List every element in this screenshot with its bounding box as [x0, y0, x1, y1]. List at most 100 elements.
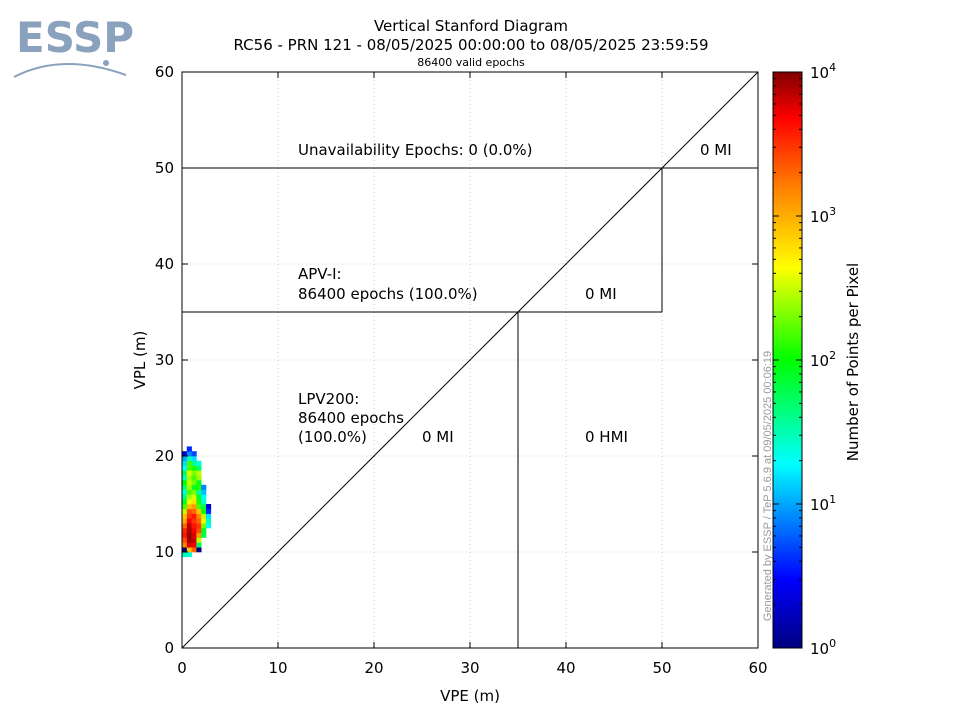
apv1-epochs: 86400 epochs (100.0%)	[298, 285, 478, 303]
heatmap-cell	[191, 547, 197, 553]
heatmap-cell	[196, 513, 202, 519]
heatmap-cell	[186, 460, 192, 466]
x-tick-label: 30	[460, 659, 479, 677]
colorbar-tick-label: 102	[810, 349, 836, 370]
lpv200-epochs: 86400 epochs	[298, 409, 404, 427]
heatmap-cell	[196, 508, 202, 514]
heatmap-cell	[186, 489, 192, 495]
chart-title: Vertical Stanford Diagram	[374, 17, 568, 35]
y-tick-label: 20	[155, 447, 174, 465]
heatmap-cell	[186, 465, 192, 471]
heatmap-cell	[186, 499, 192, 505]
y-tick-label: 60	[155, 63, 174, 81]
unavailability-label: Unavailability Epochs: 0 (0.0%)	[298, 141, 533, 159]
lpv200-percent: (100.0%)	[298, 428, 367, 446]
heatmap-cell	[206, 508, 212, 514]
x-tick-label: 0	[177, 659, 187, 677]
x-tick-label: 40	[556, 659, 575, 677]
heatmap-cell	[186, 528, 192, 534]
heatmap-cell	[191, 499, 197, 505]
heatmap-cell	[182, 504, 188, 510]
heatmap-cell	[206, 523, 212, 529]
chart-subtitle: RC56 - PRN 121 - 08/05/2025 00:00:00 to …	[234, 36, 709, 54]
apv1-label: APV-I:	[298, 265, 342, 283]
heatmap-cell	[191, 480, 197, 486]
heatmap-cell	[186, 532, 192, 538]
heatmap-cell	[201, 494, 207, 500]
heatmap-cell	[182, 523, 188, 529]
heatmap-cells	[182, 446, 212, 558]
heatmap-cell	[196, 484, 202, 490]
heatmap-cell	[191, 504, 197, 510]
heatmap-cell	[186, 475, 192, 481]
heatmap-cell	[186, 518, 192, 524]
heatmap-cell	[182, 499, 188, 505]
x-tick-label: 10	[268, 659, 287, 677]
heatmap-cell	[196, 465, 202, 471]
heatmap-cell	[196, 542, 202, 548]
heatmap-cell	[186, 446, 192, 452]
essp-logo-text: ESSP	[16, 13, 134, 62]
heatmap-cell	[201, 532, 207, 538]
heatmap-cell	[186, 542, 192, 548]
heatmap-cell	[191, 518, 197, 524]
y-axis-label: VPL (m)	[131, 331, 149, 390]
colorbar-tick-label: 100	[810, 637, 836, 658]
y-tick-label: 40	[155, 255, 174, 273]
heatmap-cell	[196, 528, 202, 534]
lpv200-mi: 0 MI	[422, 428, 454, 446]
heatmap-cell	[191, 451, 197, 457]
heatmap-cell	[182, 456, 188, 462]
heatmap-cell	[196, 499, 202, 505]
colorbar-ticks: 100 101 102 103 104	[773, 61, 836, 658]
heatmap-cell	[186, 552, 192, 558]
heatmap-cell	[191, 513, 197, 519]
heatmap-cell	[182, 475, 188, 481]
heatmap-cell	[191, 460, 197, 466]
heatmap-cell	[186, 456, 192, 462]
heatmap-cell	[191, 494, 197, 500]
axis-ticks: 0 10 20 30 40 50 60 0 10 20 30 40 50 60	[155, 63, 768, 677]
heatmap-cell	[201, 489, 207, 495]
heatmap-cell	[196, 532, 202, 538]
y-tick-label: 10	[155, 543, 174, 561]
valid-epochs-note: 86400 valid epochs	[417, 56, 525, 69]
heatmap-cell	[182, 465, 188, 471]
colorbar-tick-label: 104	[810, 61, 836, 82]
heatmap-cell	[186, 480, 192, 486]
heatmap-cell	[182, 470, 188, 476]
heatmap-cell	[191, 542, 197, 548]
heatmap-cell	[191, 537, 197, 543]
heatmap-cell	[182, 552, 188, 558]
heatmap-cell	[206, 518, 212, 524]
heatmap-cell	[201, 528, 207, 534]
heatmap-cell	[182, 451, 188, 457]
heatmap-cell	[201, 484, 207, 490]
logo-arc	[13, 63, 127, 78]
heatmap-cell	[191, 465, 197, 471]
heatmap-cell	[201, 513, 207, 519]
heatmap-cell	[201, 504, 207, 510]
heatmap-cell	[186, 470, 192, 476]
heatmap-cell	[182, 547, 188, 553]
unavailability-mi: 0 MI	[700, 141, 732, 159]
lpv200-label: LPV200:	[298, 390, 359, 408]
lpv200-hmi: 0 HMI	[585, 428, 628, 446]
heatmap-cell	[201, 523, 207, 529]
heatmap-cell	[186, 537, 192, 543]
heatmap-cell	[191, 475, 197, 481]
heatmap-cell	[191, 484, 197, 490]
heatmap-cell	[191, 528, 197, 534]
heatmap-cell	[196, 489, 202, 495]
heatmap-cell	[196, 475, 202, 481]
logo-dot	[103, 60, 109, 66]
integrity-regions	[181, 71, 759, 649]
heatmap-cell	[186, 513, 192, 519]
heatmap-cell	[182, 518, 188, 524]
heatmap-cell	[201, 499, 207, 505]
heatmap-cell	[196, 470, 202, 476]
essp-logo: ESSP	[13, 13, 134, 78]
heatmap-cell	[196, 518, 202, 524]
heatmap-cell	[191, 523, 197, 529]
